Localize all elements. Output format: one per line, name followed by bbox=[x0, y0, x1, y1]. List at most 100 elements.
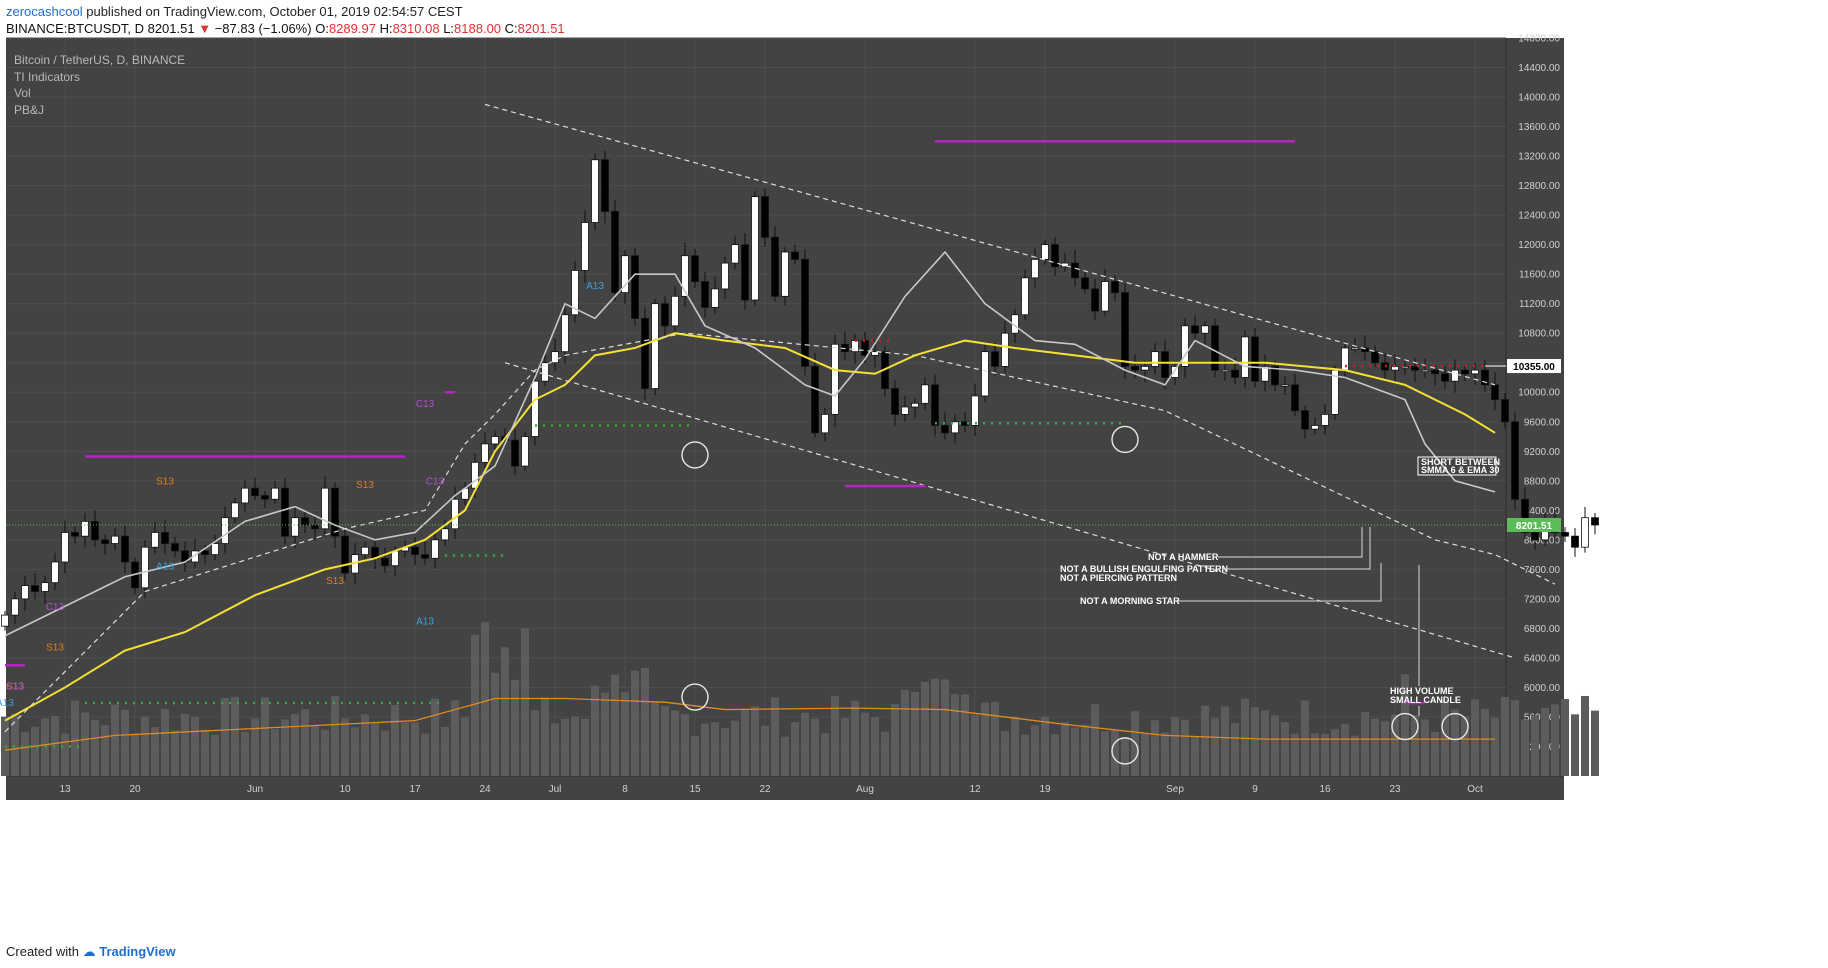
volume-bar bbox=[711, 722, 719, 776]
legend-indicator[interactable]: TI Indicators bbox=[14, 69, 81, 84]
candle-down bbox=[1591, 517, 1599, 526]
candle-down bbox=[631, 255, 639, 319]
candle-up bbox=[1201, 325, 1209, 334]
volume-bar bbox=[1541, 707, 1549, 776]
published-text: published on TradingView.com, October 01… bbox=[86, 4, 463, 19]
candle-down bbox=[941, 425, 949, 434]
y-tick-label: 7600.00 bbox=[1524, 565, 1561, 576]
y-tick-label: 8400.00 bbox=[1524, 506, 1561, 517]
volume-bar bbox=[391, 704, 399, 776]
candle-down bbox=[641, 318, 649, 389]
volume-bar bbox=[1581, 695, 1589, 776]
volume-bar bbox=[941, 679, 949, 776]
candle-up bbox=[151, 532, 159, 548]
candle-up bbox=[291, 517, 299, 537]
volume-bar bbox=[401, 722, 409, 776]
candle-down bbox=[891, 388, 899, 415]
volume-bar bbox=[191, 716, 199, 776]
volume-bar bbox=[1041, 716, 1049, 776]
volume-bar bbox=[1151, 720, 1159, 776]
y-tick-label: 12400.00 bbox=[1518, 211, 1560, 222]
legend-indicator[interactable]: PB&J bbox=[14, 102, 45, 117]
highlight-circle bbox=[681, 441, 709, 469]
volume-bar bbox=[751, 706, 759, 776]
tradingview-logo-icon[interactable]: ☁ bbox=[82, 944, 96, 959]
candle-up bbox=[901, 406, 909, 415]
volume-bar bbox=[511, 679, 519, 776]
volume-bar bbox=[371, 723, 379, 776]
candle-up bbox=[1241, 336, 1249, 378]
candle-up bbox=[681, 255, 689, 297]
volume-bar bbox=[1471, 699, 1479, 776]
symbol-label: BINANCE:BTCUSDT, D bbox=[6, 21, 144, 36]
candle-up bbox=[321, 487, 329, 530]
x-tick-label: 9 bbox=[1252, 784, 1258, 795]
y-tick-label: 13200.00 bbox=[1518, 152, 1560, 163]
legend-indicator[interactable]: Vol bbox=[14, 86, 31, 100]
volume-bar bbox=[671, 710, 679, 776]
tradingview-brand[interactable]: TradingView bbox=[99, 944, 176, 959]
candle-up bbox=[1221, 369, 1229, 373]
candle-up bbox=[1101, 281, 1109, 312]
volume-bar bbox=[491, 672, 499, 776]
open-value: 8289.97 bbox=[328, 21, 376, 36]
volume-bar bbox=[761, 725, 769, 776]
x-tick-label: 24 bbox=[479, 784, 491, 795]
candle-down bbox=[1291, 384, 1299, 412]
legend-title[interactable]: Bitcoin / TetherUS, D, BINANCE bbox=[14, 53, 186, 67]
volume-bar bbox=[381, 730, 389, 776]
annotation-not-bullish-engulfing: NOT A BULLISH ENGULFING PATTERN bbox=[1060, 564, 1228, 574]
low-value: 8188.00 bbox=[454, 21, 502, 36]
volume-bar bbox=[661, 705, 669, 776]
last-price-tag bbox=[1507, 517, 1561, 532]
y-tick-label: 9600.00 bbox=[1524, 417, 1561, 428]
candle-up bbox=[221, 517, 229, 544]
candle-up bbox=[361, 546, 369, 555]
volume-bar bbox=[421, 733, 429, 776]
volume-bar bbox=[291, 714, 299, 776]
volume-bar bbox=[541, 697, 549, 776]
td-sequential-label: A13 bbox=[416, 617, 434, 628]
candle-down bbox=[611, 211, 619, 294]
volume-bar bbox=[1321, 734, 1329, 776]
volume-bar bbox=[121, 709, 129, 776]
volume-bar bbox=[901, 689, 909, 776]
candle-up bbox=[141, 546, 149, 589]
volume-bar bbox=[861, 712, 869, 776]
candle-up bbox=[721, 262, 729, 290]
td-sequential-label: C13 bbox=[416, 399, 435, 410]
volume-bar bbox=[871, 717, 879, 776]
volume-bar bbox=[1111, 730, 1119, 776]
candle-down bbox=[1531, 532, 1539, 541]
volume-bar bbox=[1051, 734, 1059, 776]
candle-up bbox=[531, 380, 539, 437]
y-tick-label: 12000.00 bbox=[1518, 240, 1560, 251]
volume-bar bbox=[1411, 715, 1419, 776]
candle-up bbox=[1031, 258, 1039, 279]
candle-down bbox=[1211, 325, 1219, 371]
volume-bar bbox=[1091, 704, 1099, 776]
volume-bar bbox=[31, 726, 39, 776]
candle-up bbox=[581, 222, 589, 271]
x-tick-label: 10 bbox=[339, 784, 351, 795]
volume-bar bbox=[281, 719, 289, 776]
candle-up bbox=[241, 487, 249, 504]
volume-bar bbox=[1441, 699, 1449, 776]
volume-bar bbox=[1001, 730, 1009, 776]
x-tick-label: Jun bbox=[247, 784, 263, 795]
volume-bar bbox=[461, 717, 469, 776]
short-note-line1: SHORT BETWEEN bbox=[1421, 457, 1500, 467]
candle-down bbox=[341, 535, 349, 574]
level-price-tag bbox=[1507, 359, 1561, 374]
candle-up bbox=[1021, 277, 1029, 316]
candle-down bbox=[991, 351, 999, 367]
y-tick-label: 14800.00 bbox=[1518, 34, 1560, 45]
author-link[interactable]: zerocashcool bbox=[6, 4, 83, 19]
candle-down bbox=[261, 495, 269, 500]
highlight-circle bbox=[1391, 712, 1419, 741]
candle-down bbox=[301, 517, 309, 526]
volume-bar bbox=[361, 714, 369, 776]
candle-down bbox=[1361, 347, 1369, 353]
y-tick-label: 11200.00 bbox=[1519, 299, 1560, 310]
